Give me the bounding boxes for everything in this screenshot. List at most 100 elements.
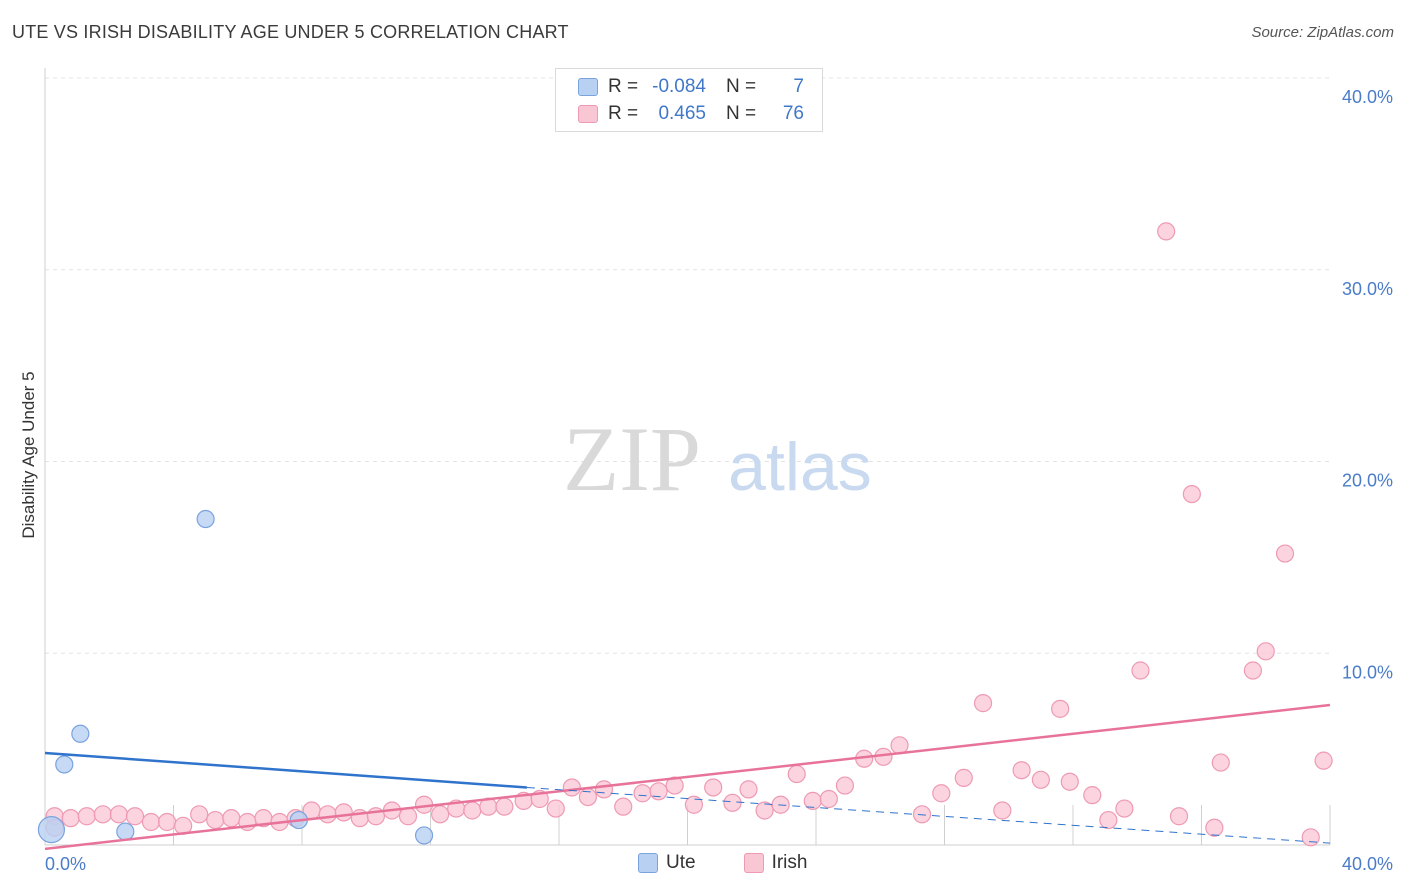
irish-point	[932, 784, 951, 803]
irish-point	[157, 812, 177, 832]
irish-point	[1182, 484, 1201, 504]
irish-point	[125, 807, 145, 826]
irish-point	[463, 801, 482, 820]
irish-point	[495, 797, 514, 816]
ute-trend-line	[44, 751, 527, 789]
irish-point	[1256, 642, 1275, 661]
irish-point	[1083, 786, 1102, 805]
irish-point	[546, 799, 565, 818]
ute-point	[196, 509, 215, 529]
irish-point	[649, 782, 668, 801]
irish-point	[1243, 661, 1263, 680]
legend-swatch-irish	[578, 105, 598, 123]
irish-point	[61, 809, 80, 828]
irish-point	[835, 776, 855, 795]
irish-point	[723, 793, 742, 812]
irish-point	[1205, 818, 1224, 837]
irish-point	[594, 780, 614, 799]
irish-point	[890, 736, 909, 755]
ute-point	[37, 816, 66, 844]
irish-point	[318, 805, 337, 824]
irish-points	[45, 222, 1333, 847]
irish-point	[562, 778, 581, 797]
irish-point	[684, 795, 704, 814]
y-tick-label: 10.0%	[1342, 662, 1393, 682]
irish-point	[222, 809, 241, 828]
irish-point	[334, 803, 353, 822]
ute-points	[37, 509, 434, 845]
series-legend-swatch-ute	[638, 853, 658, 873]
irish-point	[141, 812, 161, 832]
chart-title: UTE VS IRISH DISABILITY AGE UNDER 5 CORR…	[12, 22, 569, 42]
watermark: ZIP atlas	[563, 408, 872, 510]
irish-point	[1060, 772, 1079, 791]
irish-point	[819, 789, 838, 809]
irish-point	[398, 807, 418, 826]
irish-point	[206, 810, 225, 830]
trend-lines	[44, 703, 1331, 851]
irish-point	[787, 764, 806, 784]
irish-point	[1211, 753, 1230, 772]
irish-point	[1099, 810, 1118, 830]
legend-swatch-ute	[578, 78, 598, 96]
ute-point	[55, 755, 74, 774]
legend-n-label: N =	[726, 103, 757, 124]
irish-point	[973, 694, 993, 713]
irish-point	[912, 805, 932, 824]
irish-point	[1012, 761, 1031, 780]
y-tick-label: 40.0%	[1342, 87, 1393, 107]
legend-r-label: R =	[608, 76, 639, 97]
ute-point	[71, 724, 90, 743]
series-legend-label-irish: Irish	[771, 852, 808, 873]
legend-n-label: N =	[726, 76, 757, 97]
irish-point	[1115, 799, 1134, 818]
irish-point	[109, 805, 128, 824]
irish-point	[665, 776, 684, 795]
irish-point	[431, 805, 450, 824]
irish-point	[739, 780, 758, 799]
ute-point	[116, 822, 135, 841]
legend-row-irish: R = 0.465 N = 76	[556, 101, 804, 127]
tick-labels: 10.0% 20.0% 30.0% 40.0% 0.0% 40.0%	[45, 87, 1393, 874]
x-tick-label: 0.0%	[45, 854, 86, 874]
irish-point	[1157, 222, 1176, 241]
irish-point	[1031, 770, 1050, 789]
irish-point	[93, 805, 112, 824]
irish-point	[614, 797, 633, 816]
legend-r-label: R =	[608, 103, 639, 124]
source-label: Source: ZipAtlas.com	[1251, 24, 1394, 41]
watermark-atlas: atlas	[728, 429, 872, 505]
irish-point	[1169, 807, 1189, 826]
series-legend: Ute Irish	[638, 852, 807, 874]
correlation-legend: R = -0.084 N = 7 R = 0.465 N = 76	[555, 68, 823, 132]
irish-point	[633, 784, 652, 803]
irish-point	[1275, 544, 1295, 563]
y-tick-label: 30.0%	[1342, 279, 1393, 299]
irish-point	[190, 805, 209, 824]
legend-r-value: 0.465	[658, 103, 706, 124]
irish-point	[704, 778, 723, 797]
watermark-zip: ZIP	[563, 408, 701, 510]
irish-point	[993, 801, 1012, 820]
x-tick-label: 40.0%	[1342, 854, 1393, 874]
legend-n-value: 7	[793, 76, 804, 97]
irish-trend-line	[44, 703, 1331, 851]
legend-row-ute: R = -0.084 N = 7	[556, 74, 804, 100]
series-legend-label-ute: Ute	[666, 852, 696, 873]
legend-n-value: 76	[782, 103, 804, 124]
gridlines	[45, 77, 1330, 654]
irish-point	[77, 807, 96, 826]
irish-point	[755, 801, 774, 820]
y-tick-label: 20.0%	[1342, 471, 1393, 491]
series-legend-swatch-irish	[743, 853, 764, 873]
irish-point	[1301, 828, 1320, 847]
legend-r-value: -0.084	[652, 76, 706, 97]
ute-point	[414, 826, 434, 845]
irish-point	[954, 768, 973, 787]
irish-point	[1051, 699, 1070, 718]
irish-point	[578, 787, 598, 807]
irish-point	[1131, 661, 1150, 680]
y-axis-label: Disability Age Under 5	[19, 371, 38, 538]
axes	[44, 68, 1331, 846]
